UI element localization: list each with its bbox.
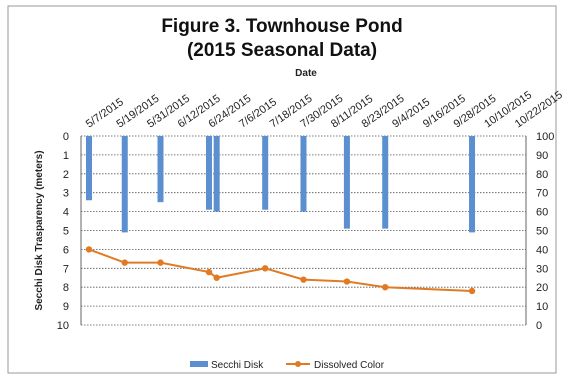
dissolved-color-point — [121, 259, 128, 266]
legend-dissolved-marker — [295, 361, 301, 367]
y-tick-label: 8 — [63, 282, 69, 294]
secchi-bar — [86, 136, 92, 201]
y-tick-label: 9 — [63, 301, 69, 313]
chart-frame — [7, 5, 557, 374]
chart-title-line2: (2015 Seasonal Data) — [186, 40, 378, 61]
y2-tick-label: 0 — [536, 320, 542, 332]
chart-title-line1: Figure 3. Townhouse Pond — [161, 16, 403, 37]
y2-tick-label: 100 — [536, 131, 554, 143]
legend-secchi-swatch — [190, 361, 208, 367]
secchi-bar — [382, 136, 389, 229]
y2-tick-label: 60 — [536, 207, 548, 219]
y-tick-label: 0 — [63, 131, 69, 143]
x-axis-title: Date — [295, 68, 317, 79]
y-tick-label: 2 — [63, 169, 69, 181]
y2-tick-label: 10 — [536, 301, 548, 313]
y2-tick-label: 70 — [536, 188, 548, 200]
secchi-bar — [343, 136, 350, 229]
dissolved-color-point — [343, 278, 351, 285]
dissolved-color-point — [85, 246, 93, 253]
secchi-bar — [121, 136, 128, 233]
dissolved-color-point — [468, 287, 476, 295]
y-tick-label: 6 — [63, 244, 69, 256]
y-tick-label: 1 — [63, 150, 69, 162]
secchi-bar — [262, 136, 269, 210]
y2-tick-label: 20 — [536, 282, 548, 294]
y2-tick-label: 30 — [536, 263, 548, 275]
dissolved-color-line — [88, 248, 473, 292]
y2-tick-label: 40 — [536, 244, 548, 256]
secchi-bar — [300, 136, 307, 212]
y-tick-label: 4 — [63, 207, 69, 219]
dissolved-color-point — [382, 284, 389, 291]
y2-tick-label: 50 — [536, 226, 548, 238]
dissolved-color-point — [261, 265, 269, 272]
secchi-bar — [206, 136, 213, 210]
secchi-bar — [213, 136, 220, 212]
dissolved-color-point — [157, 259, 164, 266]
y-tick-label: 7 — [63, 263, 69, 275]
y-tick-label: 10 — [57, 320, 69, 332]
dissolved-color-point — [205, 268, 213, 276]
dissolved-color-point — [300, 276, 307, 283]
legend-secchi-label: Secchi Disk — [211, 360, 264, 371]
y2-tick-label: 80 — [536, 169, 548, 181]
y-tick-label: 5 — [63, 226, 69, 238]
y2-tick-label: 90 — [536, 150, 548, 162]
secchi-bar — [157, 136, 164, 203]
y-tick-label: 3 — [63, 188, 69, 200]
y-axis-title: Secchi Disk Trasparency (meters) — [34, 150, 45, 310]
dissolved-color-point — [213, 274, 220, 281]
secchi-bar — [469, 136, 476, 233]
legend-dissolved-label: Dissolved Color — [314, 360, 385, 371]
